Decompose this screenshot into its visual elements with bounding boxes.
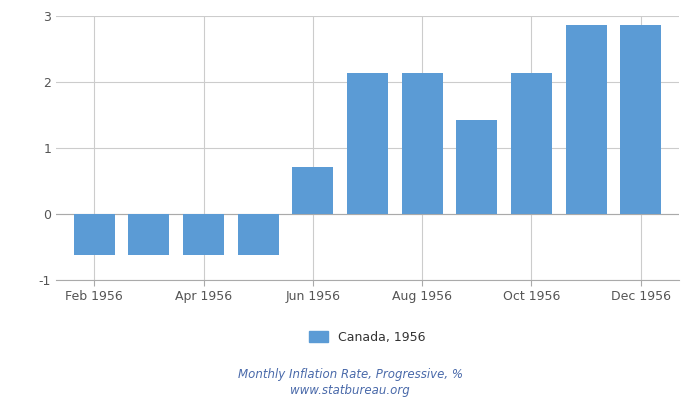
- Bar: [511, 73, 552, 214]
- Bar: [620, 25, 662, 214]
- Legend: Canada, 1956: Canada, 1956: [304, 326, 430, 349]
- Bar: [238, 214, 279, 255]
- Text: www.statbureau.org: www.statbureau.org: [290, 384, 410, 397]
- Bar: [402, 73, 442, 214]
- Bar: [456, 120, 497, 214]
- Bar: [74, 214, 115, 255]
- Text: Monthly Inflation Rate, Progressive, %: Monthly Inflation Rate, Progressive, %: [237, 368, 463, 381]
- Bar: [347, 73, 388, 214]
- Bar: [566, 25, 607, 214]
- Bar: [183, 214, 224, 255]
- Bar: [128, 214, 169, 255]
- Bar: [293, 167, 333, 214]
